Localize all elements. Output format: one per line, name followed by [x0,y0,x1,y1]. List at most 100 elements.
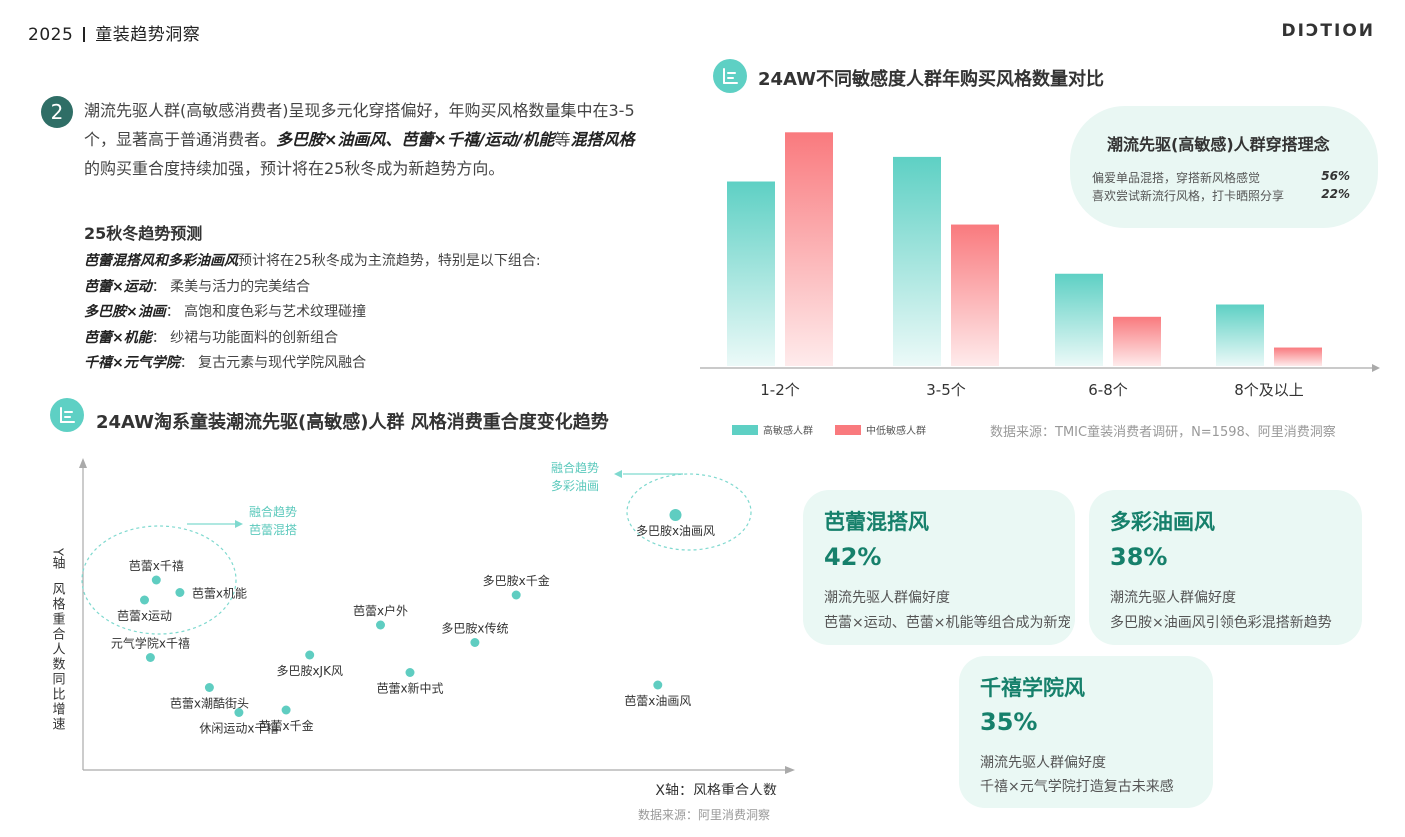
trend-card-line2: 芭蕾×运动、芭蕾×机能等组合成为新宠 [824,615,1070,631]
bar-1-1 [951,224,999,366]
scatter-point [151,575,161,585]
scatter-point [234,708,244,717]
trend-card-pct: 35% [980,708,1038,736]
forecast-lead-text: 预计将在25秋冬成为主流趋势，特别是以下组合: [238,253,541,269]
scatter-point-label: 多巴胺x油画风 [636,524,715,538]
intro-bold-1: 多巴胺×油画风、芭蕾×千禧/运动/机能 [276,130,555,149]
intro-text-3: 的购买重合度持续加强，预计将在25秋冬成为新趋势方向。 [84,159,505,178]
trend-card-pct: 38% [1110,543,1168,571]
intro-paragraph: 潮流先驱人群(高敏感消费者)呈现多元化穿搭偏好，年购买风格数量集中在3-5个，显… [84,96,644,183]
trend-card-line1: 潮流先驱人群偏好度 [1110,590,1236,606]
concept-row-text: 喜欢尝试新流行风格，打卡晒照分享 [1092,189,1285,203]
bar-1-0 [785,132,833,366]
annotation-arrowhead-left [235,520,243,528]
concept-row: 偏爱单品混搭，穿搭新风格感觉 56% [1092,169,1350,186]
legend-label: 中低敏感人群 [866,424,926,437]
legend-label: 高敏感人群 [763,424,813,437]
scatter-point [175,588,185,597]
scatter-point [470,638,480,647]
trend-card [959,656,1213,808]
forecast-item-desc: ： 复古元素与现代学院风融合 [179,355,367,371]
scatter-y-axis-arrow [79,458,87,468]
scatter-y-label: Y轴 [50,547,66,569]
header-divider [83,27,86,42]
forecast-item: 多巴胺×油画： 高饱和度色彩与艺术纹理碰撞 [84,300,644,326]
forecast-list: 芭蕾混搭风和多彩油画风预计将在25秋冬成为主流趋势，特别是以下组合: 芭蕾×运动… [84,249,644,377]
annotation-right-line2: 多彩油画 [551,479,599,493]
scatter-point [305,650,315,660]
trend-card-title: 千禧学院风 [980,676,1085,700]
scatter-point [405,668,415,677]
scatter-x-label: X轴：风格重合人数 [655,783,777,795]
header-section: 童装趋势洞察 [95,25,201,45]
header-title: 2025 童装趋势洞察 [28,20,200,45]
annotation-arrowhead-right [614,470,622,478]
scatter-point-label: 休闲运动x千禧 [199,722,278,736]
scatter-chart: 融合趋势 芭蕾混搭 融合趋势 多彩油画 Y轴 风格重合人数同比增速 X轴：风格重… [50,458,795,795]
cluster-left-ellipse [81,525,237,635]
bar-chart-icon [713,59,747,93]
concept-title: 潮流先驱(高敏感)人群穿搭理念 [1107,135,1330,154]
forecast-item-name: 芭蕾×运动 [84,278,152,295]
scatter-point-label: 芭蕾x油画风 [624,694,691,708]
header-year: 2025 [28,25,74,45]
bar-category-label: 3-5个 [926,381,966,399]
legend-swatch [732,425,758,435]
trend-card [803,490,1075,645]
concept-row-text: 偏爱单品混搭，穿搭新风格感觉 [1092,171,1261,185]
forecast-lead: 芭蕾混搭风和多彩油画风预计将在25秋冬成为主流趋势，特别是以下组合: [84,249,644,275]
bar-category-label: 8个及以上 [1234,381,1304,399]
scatter-point-label: 多巴胺xJK风 [276,664,343,678]
bar-chart: 1-2个 3-5个 6-8个 8个及以上 高敏感人群 中低敏感人群 [700,132,1380,437]
trend-card-pct: 42% [824,543,882,571]
intro-text-2: 等 [554,130,571,149]
scatter-point [653,680,663,690]
scatter-point-label: 芭蕾x千禧 [129,559,184,573]
bar-x-axis-arrow [1372,364,1380,372]
trend-card-title: 多彩油画风 [1110,510,1215,534]
cluster-right-ellipse [626,473,752,551]
intro-text-1: 潮流先驱人群(高敏感消费者)呈现多元化穿搭偏好，年购买风格数量集中在3-5个，显… [84,101,635,149]
scatter-point-label: 芭蕾x潮酷街头 [170,696,249,711]
scatter-point-label: 元气学院x千禧 [111,636,190,651]
scatter-point [204,683,214,692]
bar-0-0 [727,181,775,366]
annotation-right-line1: 融合趋势 [551,460,599,475]
scatter-chart-title: 24AW淘系童装潮流先驱(高敏感)人群 风格消费重合度变化趋势 [96,412,609,433]
forecast-item: 千禧×元气学院： 复古元素与现代学院风融合 [84,351,644,377]
trend-card-line2: 多巴胺×油画风引领色彩混搭新趋势 [1110,615,1332,631]
scatter-point-label: 芭蕾x千金 [259,718,314,733]
section-number-badge: 2 [41,96,73,128]
scatter-y-label-sub: 风格重合人数同比增速 [50,582,66,732]
scatter-point [669,509,682,521]
trend-card-line1: 潮流先驱人群偏好度 [824,590,950,606]
scatter-point-label: 芭蕾x运动 [117,609,172,623]
bar-1-3 [1274,347,1322,366]
forecast-item-desc: ： 高饱和度色彩与艺术纹理碰撞 [165,304,367,320]
forecast-item-name: 多巴胺×油画 [84,304,166,320]
annotation-left-line1: 融合趋势 [249,504,297,519]
concept-row-pct: 56% [1321,169,1350,183]
scatter-point-label: 芭蕾x新中式 [376,681,443,696]
scatter-point-label: 多巴胺x传统 [441,621,508,636]
forecast-item: 芭蕾×运动： 柔美与活力的完美结合 [84,275,644,301]
bar-0-2 [1055,273,1103,366]
bar-category-label: 6-8个 [1088,381,1128,399]
scatter-point [140,595,149,605]
forecast-title: 25秋冬趋势预测 [84,224,203,243]
scatter-point-label: 芭蕾x机能 [192,587,247,601]
forecast-item-name: 千禧×元气学院 [84,355,180,371]
trend-card-line2: 千禧×元气学院打造复古未来感 [980,779,1174,795]
bar-source: 数据来源：TMIC童装消费者调研，N=1598、阿里消费洞察 [990,425,1336,440]
scatter-point [511,590,521,600]
forecast-lead-bold: 芭蕾混搭风和多彩油画风 [84,253,238,269]
intro-bold-2: 混搭风格 [570,130,635,149]
scatter-point-label: 芭蕾x户外 [353,603,408,618]
forecast-item-desc: ： 纱裙与功能面料的创新组合 [151,329,339,346]
trend-card-title: 芭蕾混搭风 [824,510,929,534]
scatter-point [145,653,155,662]
concept-row: 喜欢尝试新流行风格，打卡晒照分享 22% [1092,187,1350,204]
brand-logo: DIƆTIOИ [1281,21,1375,41]
scatter-point [281,705,291,715]
concept-row-pct: 22% [1321,187,1350,201]
